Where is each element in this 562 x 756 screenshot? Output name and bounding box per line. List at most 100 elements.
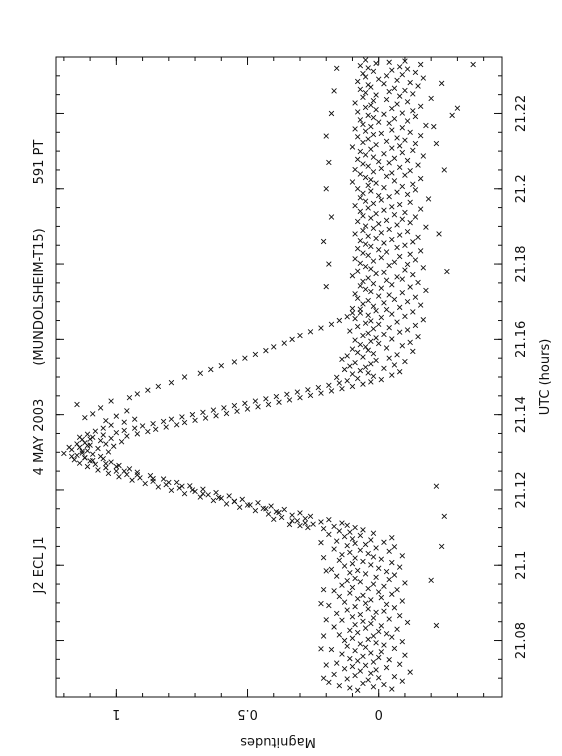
data-point (76, 444, 83, 451)
data-point (354, 156, 361, 163)
data-point (103, 460, 109, 467)
data-point (273, 393, 280, 400)
y-ticks: 00.51 (63, 57, 485, 721)
data-point (362, 128, 369, 134)
data-point (378, 314, 385, 321)
data-point (370, 615, 377, 621)
data-point (103, 465, 109, 471)
data-point (318, 390, 324, 396)
data-point (370, 280, 377, 287)
data-point (383, 631, 390, 637)
data-point (415, 162, 421, 168)
data-point (360, 278, 366, 285)
data-point (370, 97, 377, 104)
data-point (213, 413, 219, 419)
data-point (263, 506, 269, 512)
data-point (428, 95, 434, 102)
data-point (470, 61, 476, 68)
data-point (271, 344, 277, 350)
data-point (362, 625, 369, 631)
data-point (247, 502, 253, 508)
data-point (357, 668, 364, 674)
data-point (391, 296, 398, 303)
data-point (347, 590, 353, 596)
data-point (370, 554, 377, 560)
data-point (347, 627, 353, 634)
data-point (383, 138, 390, 145)
data-point (449, 112, 455, 119)
data-point (339, 385, 345, 392)
data-point (375, 675, 382, 681)
data-point (166, 479, 172, 486)
data-point (368, 102, 374, 108)
data-point (349, 383, 356, 390)
data-point (370, 225, 377, 232)
data-point (404, 157, 411, 164)
data-point (368, 620, 374, 627)
data-point (433, 622, 440, 629)
data-point (187, 483, 193, 489)
data-point (441, 167, 448, 173)
data-point (357, 283, 364, 289)
data-point (341, 563, 348, 569)
data-point (370, 684, 377, 690)
data-point (344, 607, 350, 613)
plot-frame (55, 56, 503, 698)
data-point (352, 524, 358, 531)
data-point (402, 652, 408, 658)
data-point (362, 223, 369, 229)
data-point (383, 249, 390, 255)
data-point (82, 455, 88, 461)
data-point (155, 484, 162, 490)
data-point (352, 575, 358, 582)
data-point (97, 437, 104, 444)
data-point (105, 470, 112, 477)
data-point (354, 245, 361, 252)
data-point (113, 468, 120, 474)
x-tick-label: 21.2 (514, 174, 529, 203)
data-point (265, 511, 272, 517)
data-point (375, 293, 382, 299)
data-point (365, 677, 371, 683)
data-point (297, 394, 303, 401)
data-point (92, 461, 99, 468)
data-point (410, 147, 416, 154)
data-point (349, 561, 356, 567)
data-point (349, 179, 356, 185)
x-axis-label: UTC (hours) (538, 339, 553, 416)
data-point (365, 112, 371, 119)
data-point (100, 432, 106, 438)
data-point (389, 170, 395, 176)
data-point (368, 361, 374, 367)
data-point (396, 253, 403, 260)
data-point (278, 514, 285, 521)
data-point (339, 617, 345, 623)
data-point (328, 566, 335, 573)
data-point (113, 413, 120, 419)
data-point (218, 362, 225, 369)
data-point (354, 596, 361, 602)
data-point (415, 83, 421, 89)
data-point (368, 188, 374, 194)
data-point (383, 664, 390, 671)
data-point (318, 600, 324, 607)
data-point (297, 522, 303, 529)
data-point (333, 538, 340, 544)
data-point (145, 387, 151, 393)
data-point (281, 340, 287, 346)
data-point (399, 343, 406, 349)
data-point (378, 130, 385, 137)
data-point (202, 415, 209, 421)
data-point (87, 436, 93, 442)
data-point (160, 418, 167, 425)
data-point (84, 463, 91, 470)
y-tick-label: 0.5 (237, 706, 258, 721)
data-point (396, 369, 403, 375)
data-point (365, 370, 371, 376)
data-point (323, 617, 329, 623)
data-point (326, 531, 332, 538)
data-point (373, 235, 379, 242)
data-point (179, 483, 185, 489)
data-point (391, 178, 398, 184)
data-point (333, 573, 340, 579)
